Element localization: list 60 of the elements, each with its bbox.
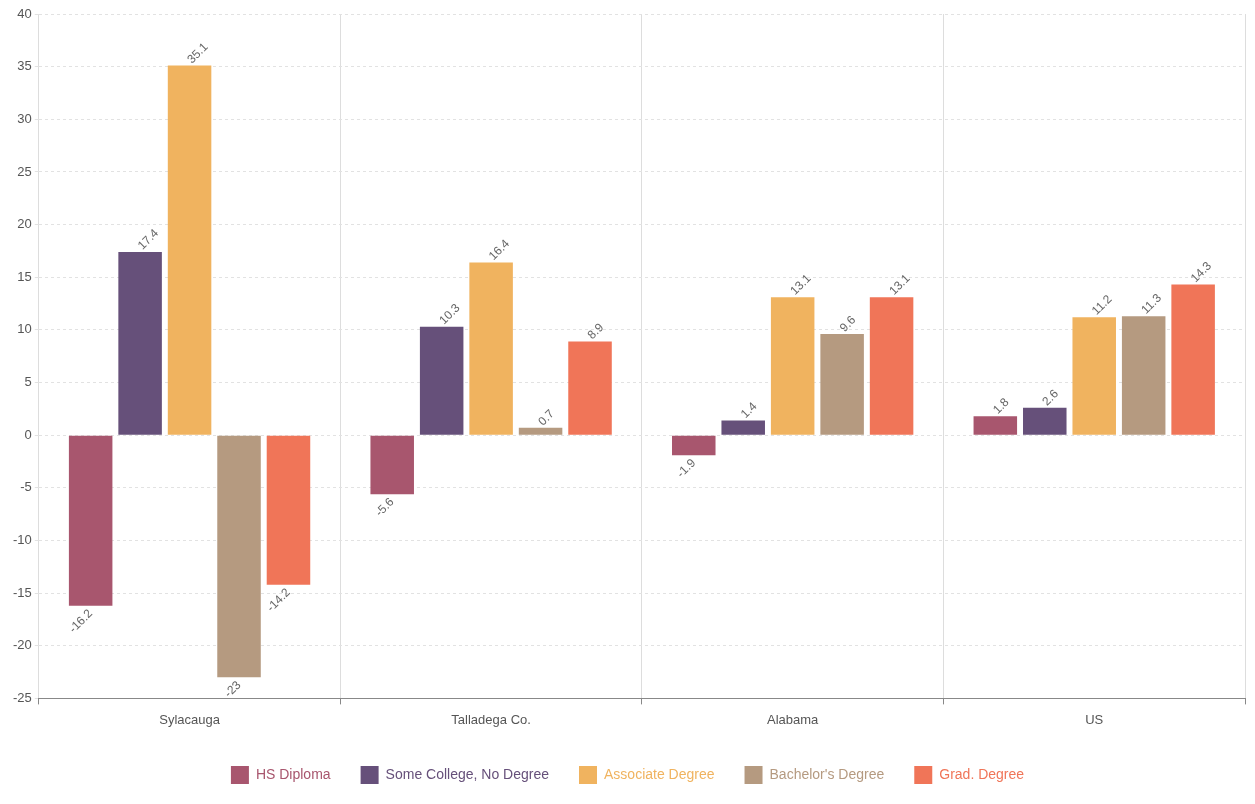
data-label: 1.8 xyxy=(989,394,1012,417)
y-tick-label: -5 xyxy=(20,479,32,495)
bar xyxy=(1023,407,1067,435)
bar xyxy=(118,251,162,435)
bar xyxy=(568,341,612,435)
data-label: 0.7 xyxy=(535,406,558,429)
y-tick-label: 40 xyxy=(17,5,32,21)
data-label: 2.6 xyxy=(1039,386,1062,409)
bar xyxy=(820,334,864,435)
bar xyxy=(770,297,815,435)
data-label: -23 xyxy=(221,677,244,701)
bar xyxy=(68,435,113,606)
y-tick-label: -25 xyxy=(12,689,32,705)
legend-label: HS Diploma xyxy=(255,765,331,782)
legend-label: Associate Degree xyxy=(604,765,715,782)
x-tick-label: Sylacauga xyxy=(159,711,221,727)
y-tick-label: -20 xyxy=(12,637,32,653)
y-tick-label: 10 xyxy=(17,321,32,337)
data-label: 11.2 xyxy=(1088,291,1115,318)
data-label: 8.9 xyxy=(584,320,607,342)
bar xyxy=(266,435,311,585)
y-tick-label: 35 xyxy=(17,58,32,74)
bar xyxy=(419,326,464,435)
data-label: 13.1 xyxy=(886,271,913,298)
legend-label: Some College, No Degree xyxy=(385,765,550,782)
legend-label: Bachelor's Degree xyxy=(769,765,885,782)
data-label: 10.3 xyxy=(436,300,463,328)
data-label: 11.3 xyxy=(1138,290,1165,317)
bar xyxy=(1171,284,1215,435)
x-tick-label: Alabama xyxy=(767,711,820,727)
data-label: 9.6 xyxy=(836,312,859,335)
y-tick-label: -15 xyxy=(12,584,32,600)
bar xyxy=(721,420,765,435)
bar xyxy=(469,262,513,435)
data-label: 1.4 xyxy=(737,398,760,421)
bar xyxy=(1072,317,1116,435)
bar xyxy=(217,435,261,678)
x-tick-label: Talladega Co. xyxy=(451,711,531,727)
bar xyxy=(869,297,914,435)
data-label: -5.6 xyxy=(372,494,397,520)
y-tick-label: 0 xyxy=(24,426,32,442)
y-tick-label: 15 xyxy=(17,268,32,284)
y-tick-label: 5 xyxy=(24,374,32,390)
y-tick-label: 25 xyxy=(17,163,32,179)
bar xyxy=(973,416,1018,435)
data-label: 13.1 xyxy=(787,271,814,298)
data-label: 14.3 xyxy=(1187,258,1215,286)
bar xyxy=(1121,316,1166,435)
bar xyxy=(370,435,414,495)
data-label: -1.9 xyxy=(673,455,699,481)
y-tick-label: 20 xyxy=(17,216,32,232)
y-tick-label: 30 xyxy=(17,110,32,126)
bar xyxy=(518,427,563,435)
y-tick-label: -10 xyxy=(12,532,32,548)
data-label: 35.1 xyxy=(184,39,211,67)
bar xyxy=(672,435,716,456)
bar xyxy=(167,65,212,435)
x-tick-label: US xyxy=(1085,711,1104,727)
legend-label: Grad. Degree xyxy=(939,765,1025,782)
data-label: 16.4 xyxy=(485,236,513,263)
